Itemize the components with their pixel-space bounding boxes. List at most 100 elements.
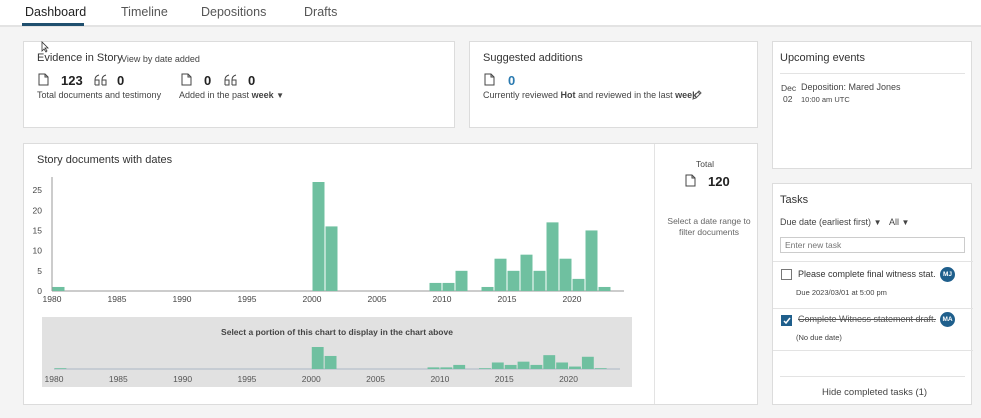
tab-timeline[interactable]: Timeline xyxy=(121,5,168,19)
event-name-link[interactable]: Deposition: Mared Jones xyxy=(801,82,901,92)
events-card: Upcoming events Dec 02 Deposition: Mared… xyxy=(772,41,972,169)
overview-chart-area[interactable]: Select a portion of this chart to displa… xyxy=(42,317,632,387)
suggested-count[interactable]: 0 xyxy=(508,73,516,88)
tab-drafts[interactable]: Drafts xyxy=(304,5,338,19)
y-tick-label: 15 xyxy=(33,225,43,235)
overview-x-tick-label: 2010 xyxy=(430,374,449,384)
total-label: Total xyxy=(696,159,714,169)
active-tab-indicator xyxy=(22,23,84,26)
overview-bar xyxy=(594,368,607,369)
tasks-title: Tasks xyxy=(780,194,809,206)
bar xyxy=(455,270,468,291)
recent-quotes-count: 0 xyxy=(248,73,256,88)
story-chart-title: Story documents with dates xyxy=(37,154,173,166)
divider xyxy=(654,144,655,404)
hide-completed-link[interactable]: Hide completed tasks (1) xyxy=(822,387,928,398)
filter-hint: Select a date range to filter documents xyxy=(667,216,751,237)
task-title[interactable]: Complete Witness statement draft... xyxy=(798,314,936,324)
x-tick-label: 1995 xyxy=(238,294,257,304)
overview-bar xyxy=(324,355,337,369)
x-tick-label: 2020 xyxy=(563,294,582,304)
overview-x-tick-label: 2020 xyxy=(559,374,578,384)
bar xyxy=(481,286,494,291)
overview-x-tick-label: 2005 xyxy=(366,374,385,384)
bar xyxy=(585,230,598,291)
bar xyxy=(598,286,611,291)
bar xyxy=(52,286,65,291)
story-chart-card: Story documents with dates 0 5 10 15 20 25 198… xyxy=(23,143,758,405)
evidence-card: Evidence in Story View by date added 123… xyxy=(23,41,455,128)
bar xyxy=(520,254,533,291)
y-tick-label: 0 xyxy=(37,286,42,296)
bar xyxy=(494,258,507,291)
total-label: Total documents and testimony xyxy=(37,90,162,100)
overview-bar xyxy=(54,368,67,369)
event-month: Dec xyxy=(781,83,797,93)
cursor-icon xyxy=(41,41,49,53)
suggested-card: Suggested additions 0 Currently reviewed… xyxy=(469,41,758,128)
sort-label: Due date (earliest first) xyxy=(780,217,872,227)
document-icon xyxy=(38,73,49,86)
new-task-input[interactable] xyxy=(780,237,965,253)
event-time: 10:00 am UTC xyxy=(801,95,850,104)
y-tick-label: 25 xyxy=(33,185,43,195)
overview-bar xyxy=(581,356,594,369)
tab-dashboard[interactable]: Dashboard xyxy=(25,5,87,19)
x-tick-label: 1985 xyxy=(108,294,127,304)
task-title[interactable]: Please complete final witness stat... xyxy=(798,269,936,279)
bar xyxy=(442,282,455,291)
document-icon xyxy=(484,73,495,86)
bar xyxy=(325,226,338,291)
task-due: (No due date) xyxy=(796,333,842,342)
x-tick-label: 2010 xyxy=(433,294,452,304)
tab-depositions[interactable]: Depositions xyxy=(201,5,267,19)
task-due: Due 2023/03/01 at 5:00 pm xyxy=(796,288,887,297)
overview-bar xyxy=(569,366,581,369)
overview-instruction: Select a portion of this chart to displa… xyxy=(221,327,453,337)
divider xyxy=(773,261,973,262)
divider xyxy=(780,376,965,377)
total-quotes-count: 0 xyxy=(117,73,125,88)
overview-x-tick-label: 1980 xyxy=(45,374,64,384)
overview-bar xyxy=(556,362,569,369)
task-checkbox[interactable] xyxy=(781,269,792,280)
avatar: MA xyxy=(940,312,955,327)
evidence-title: Evidence in Story xyxy=(37,52,123,64)
bar xyxy=(312,182,325,291)
sort-dropdown[interactable]: Due date (earliest first) ▼ xyxy=(780,217,881,227)
chevron-down-icon[interactable]: ▼ xyxy=(276,91,285,100)
recent-docs-count: 0 xyxy=(204,73,212,88)
overview-bar xyxy=(427,367,440,369)
pencil-icon[interactable] xyxy=(692,90,702,100)
avatar: MJ xyxy=(940,267,955,282)
suggested-period: week xyxy=(675,90,698,100)
overview-bar xyxy=(504,364,517,369)
checkmark-icon xyxy=(783,317,791,325)
divider xyxy=(773,350,973,351)
overview-bar xyxy=(543,355,556,369)
document-icon xyxy=(685,174,696,187)
story-docs-chart[interactable]: 0 5 10 15 20 25 1980 1985 1990 1995 2000 2005 2010 20… xyxy=(24,144,654,406)
overview-x-tick-label: 2000 xyxy=(302,374,321,384)
y-tick-label: 10 xyxy=(33,246,43,256)
bar xyxy=(572,278,585,291)
task-checkbox-checked[interactable] xyxy=(781,315,792,326)
bar xyxy=(533,270,546,291)
overview-bar xyxy=(530,364,543,369)
divider xyxy=(773,308,973,309)
overview-chart[interactable]: 1980 1985 1990 1995 2000 2005 2010 2015 2020 xyxy=(42,317,632,387)
x-tick-label: 2000 xyxy=(303,294,322,304)
bar xyxy=(559,258,572,291)
suggested-status: Hot xyxy=(560,90,576,100)
bar xyxy=(546,222,559,291)
suggested-description: Currently reviewed Hot and reviewed in t… xyxy=(483,90,697,100)
view-by-date-link[interactable]: View by date added xyxy=(121,54,200,64)
chart-total-value: 120 xyxy=(708,174,730,189)
period-dropdown[interactable]: week xyxy=(251,90,274,100)
overview-bar xyxy=(479,368,491,369)
filter-label: All xyxy=(889,217,900,227)
overview-bar xyxy=(517,361,530,369)
filter-dropdown[interactable]: All ▼ xyxy=(889,217,909,227)
divider xyxy=(780,73,965,74)
suggested-text-prefix: Currently reviewed xyxy=(483,90,559,100)
